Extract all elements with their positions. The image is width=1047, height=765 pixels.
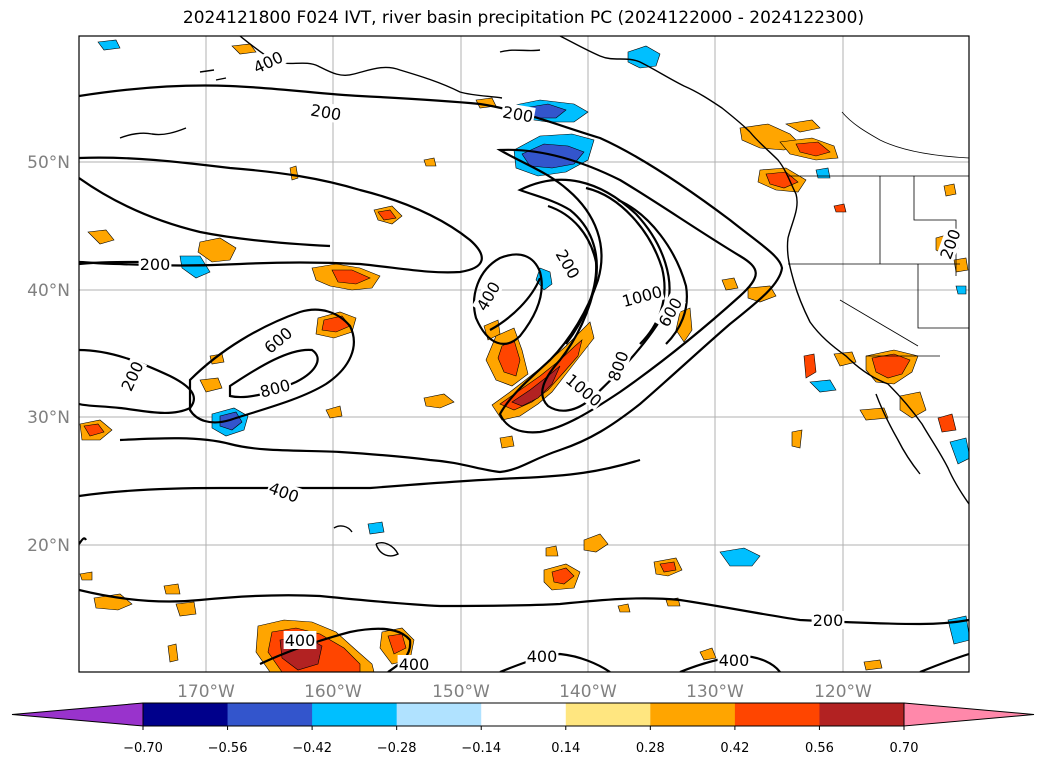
colorbar-tick-label: 0.14 [551, 741, 580, 756]
lat-tick: 20°N [27, 536, 70, 556]
colorbar-extension-low [11, 702, 144, 727]
coastlines [119, 36, 969, 557]
contour-label: 400 [717, 651, 751, 670]
svg-text:200: 200 [813, 611, 844, 630]
map-frame [78, 35, 970, 673]
lon-tick: 130°W [686, 682, 744, 702]
state-borders [788, 111, 969, 357]
colorbar-tick-label: 0.42 [720, 741, 749, 756]
colorbar-segment [143, 703, 229, 726]
colorbar-tick-label: 0.28 [636, 741, 665, 756]
lon-tick: 140°W [559, 682, 617, 702]
colorbar-segment [734, 703, 820, 726]
colorbar: −0.70 −0.56 −0.42 −0.28 −0.14 0.14 0.28 0.42 0.5… [11, 702, 1035, 756]
contour-label: 200 [811, 611, 845, 630]
lon-tick: 170°W [177, 682, 235, 702]
lon-tick: 150°W [432, 682, 490, 702]
colorbar-segment [312, 703, 398, 726]
colorbar-segment [650, 703, 736, 726]
contour-label: 400 [525, 647, 559, 666]
colorbar-extension-high [903, 702, 1035, 727]
svg-text:400: 400 [285, 631, 316, 650]
colorbar-tick-label: −0.42 [292, 741, 332, 756]
lat-tick: 40°N [27, 281, 70, 301]
colorbar-tick-label: −0.70 [123, 741, 163, 756]
colorbar-tick-label: −0.28 [377, 741, 417, 756]
lon-tick: 160°W [304, 682, 362, 702]
colorbar-segment [481, 703, 567, 726]
lat-tick: 50°N [27, 153, 70, 173]
contour-label: 400 [283, 631, 317, 650]
precipitation-pc-fill [79, 39, 969, 672]
contour-label: 200 [138, 255, 172, 274]
contour-label: 400 [397, 655, 431, 674]
colorbar-tick-label: −0.56 [208, 741, 248, 756]
colorbar-tick-label: 0.70 [890, 741, 919, 756]
svg-text:400: 400 [719, 651, 750, 670]
colorbar-tick-label: 0.56 [805, 741, 834, 756]
svg-text:400: 400 [527, 647, 558, 666]
colorbar-segment [227, 703, 313, 726]
colorbar-segment [819, 703, 905, 726]
lat-tick-labels: 50°N 40°N 30°N 20°N [27, 153, 70, 556]
lat-tick: 30°N [27, 408, 70, 428]
svg-text:400: 400 [399, 655, 430, 674]
colorbar-tick-label: −0.14 [461, 741, 501, 756]
lon-tick-labels: 170°W 160°W 150°W 140°W 130°W 120°W [177, 682, 872, 702]
map-title: 2024121800 F024 IVT, river basin precipi… [182, 8, 865, 28]
colorbar-segment [565, 703, 651, 726]
lon-tick: 120°W [814, 682, 872, 702]
colorbar-segment [396, 703, 482, 726]
svg-text:200: 200 [140, 255, 171, 274]
